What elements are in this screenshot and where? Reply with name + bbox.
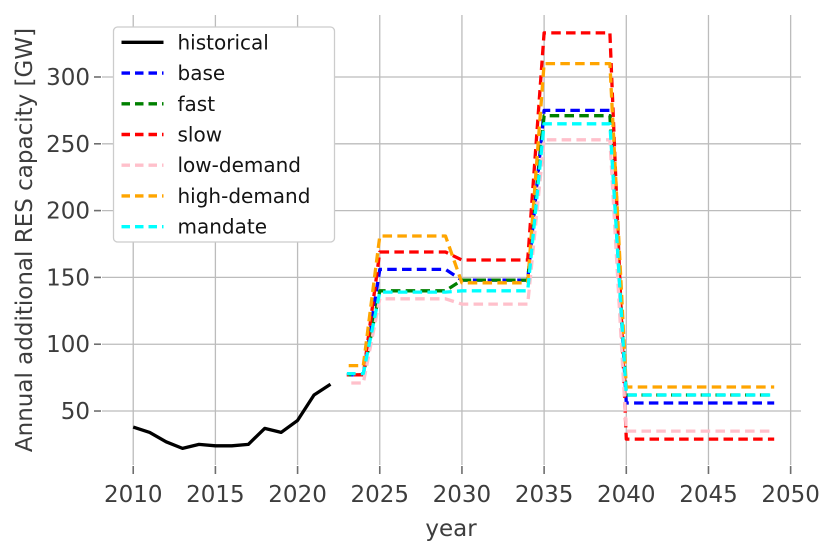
y-tick-label: 300 (46, 65, 90, 91)
y-tick-label: 200 (46, 199, 90, 225)
series-line-high-demand (346, 61, 775, 389)
y-tick-label: 150 (46, 265, 90, 291)
legend-label-high-demand: high-demand (178, 184, 311, 208)
legend-box (112, 26, 336, 243)
series-line-historical (132, 382, 332, 451)
x-tick-label: 2050 (761, 482, 820, 508)
legend-label-base: base (178, 61, 226, 85)
y-tick-label: 100 (46, 332, 90, 358)
series-line-slow (346, 31, 775, 441)
series-line-base (346, 108, 775, 405)
series-line-mandate (346, 122, 775, 397)
x-tick-label: 2015 (186, 482, 245, 508)
y-tick-label: 50 (61, 399, 90, 425)
x-tick-label: 2035 (515, 482, 574, 508)
x-tick-label: 2010 (104, 482, 163, 508)
y-tick-label: 250 (46, 132, 90, 158)
x-tick-label: 2030 (433, 482, 492, 508)
x-tick-label: 2020 (268, 482, 327, 508)
legend-label-fast: fast (178, 92, 216, 116)
series-line-fast (346, 114, 775, 397)
legend-label-slow: slow (178, 123, 223, 147)
x-tick-label: 2045 (679, 482, 738, 508)
legend-label-mandate: mandate (178, 215, 268, 239)
x-tick-label: 2025 (350, 482, 409, 508)
x-axis-label: year (425, 516, 477, 542)
series-line-low-demand (346, 138, 775, 433)
y-axis-label: Annual additional RES capacity [GW] (12, 27, 38, 453)
x-tick-label: 2040 (597, 482, 656, 508)
legend-label-low-demand: low-demand (178, 153, 301, 177)
legend-label-historical: historical (178, 30, 269, 54)
